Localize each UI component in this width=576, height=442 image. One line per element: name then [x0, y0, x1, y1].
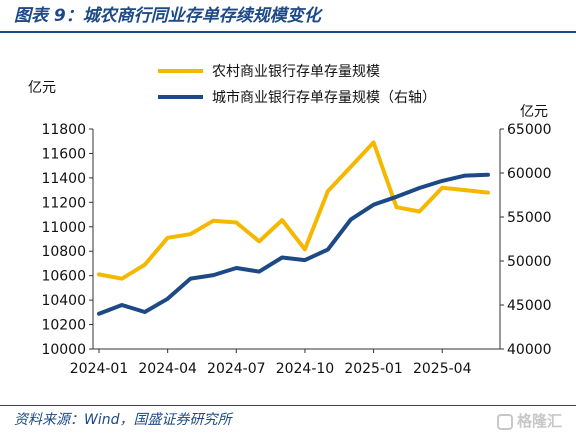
title-divider	[0, 31, 576, 33]
watermark: 格隆汇	[496, 410, 562, 432]
left-axis-unit: 亿元	[28, 80, 56, 96]
right-axis-unit: 亿元	[520, 104, 548, 120]
left-axis-tick-label: 11600	[41, 146, 86, 162]
figure-title: 图表 9：城农商行同业存单存续规模变化	[14, 6, 321, 26]
source-note: 资料来源：Wind，国盛证券研究所	[14, 412, 232, 428]
right-axis-tick-label: 45000	[507, 298, 552, 314]
left-axis-tick-label: 10600	[41, 269, 86, 285]
x-axis-tick-label: 2024-07	[207, 361, 266, 377]
left-axis-tick-label: 11200	[41, 195, 86, 211]
series-line-2	[97, 172, 490, 316]
left-axis-tick-label: 10400	[41, 293, 86, 309]
legend-label-2: 城市商业银行存单存量规模（右轴）	[212, 89, 436, 106]
left-axis-tick-label: 11800	[41, 122, 86, 138]
x-axis-tick-label: 2024-10	[276, 361, 335, 377]
watermark-logo-icon	[496, 413, 513, 430]
series-line-1	[97, 140, 490, 281]
left-axis-tick-label: 10000	[41, 342, 86, 358]
x-axis-tick-label: 2024-04	[138, 361, 197, 377]
right-axis-tick-label: 55000	[507, 210, 552, 226]
x-axis-tick-label: 2025-01	[344, 361, 403, 377]
legend-label-1: 农村商业银行存单存量规模	[212, 64, 380, 80]
right-axis-tick-label: 50000	[507, 254, 552, 270]
left-axis-tick-label: 11000	[41, 220, 86, 236]
source-divider	[0, 405, 576, 406]
watermark-text: 格隆汇	[516, 412, 562, 430]
line-chart: 10000 10200 10400 10600 10800 11000 11200 11400…	[28, 64, 552, 377]
left-axis-tick-label: 10200	[41, 318, 86, 334]
right-axis-tick-label: 65000	[507, 122, 552, 138]
x-axis-tick-label: 2025-04	[413, 361, 472, 377]
x-axis-tick-label: 2024-01	[70, 361, 129, 377]
left-axis-tick-label: 11400	[41, 171, 86, 187]
left-axis-tick-label: 10800	[41, 244, 86, 260]
right-axis-tick-label: 40000	[507, 342, 552, 358]
right-axis-tick-label: 60000	[507, 166, 552, 182]
